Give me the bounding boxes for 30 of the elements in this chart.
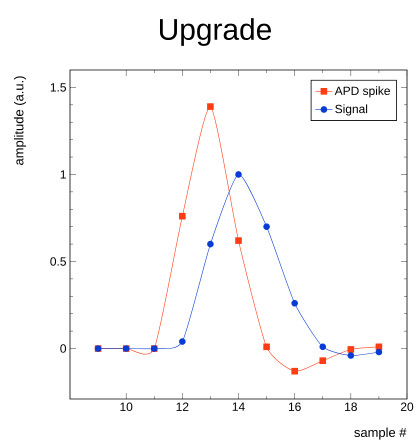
y-tick-label: 1.5 xyxy=(50,83,66,92)
point xyxy=(207,103,214,110)
point xyxy=(207,240,214,248)
x-tick-label: 14 xyxy=(232,402,245,411)
point xyxy=(263,223,270,230)
x-tick-label: 16 xyxy=(288,402,301,411)
x-tick-label: 12 xyxy=(176,402,188,411)
y-tick-label: 0 xyxy=(60,344,66,353)
y-tick-label: 0.5 xyxy=(50,257,66,266)
y-tick-label: 1 xyxy=(60,170,66,179)
point xyxy=(179,212,186,220)
point xyxy=(291,300,298,307)
point xyxy=(263,343,270,350)
point xyxy=(348,346,354,353)
x-tick-label: 18 xyxy=(345,402,357,411)
point xyxy=(376,348,382,356)
legend-label: Signal xyxy=(335,104,368,116)
point xyxy=(291,368,298,374)
point xyxy=(235,171,242,178)
x-tick-label: 20 xyxy=(400,402,414,411)
chart-title: Upgrade xyxy=(160,18,271,46)
x-axis-title: sample # xyxy=(354,428,406,440)
x-tick-label: 10 xyxy=(120,402,132,411)
point xyxy=(319,357,326,364)
point xyxy=(179,338,186,345)
y-axis-title: amplitude (a.u.) xyxy=(14,76,26,165)
point xyxy=(348,352,354,359)
point xyxy=(319,343,326,350)
point xyxy=(235,237,242,244)
legend-label: APD spike xyxy=(334,86,390,98)
